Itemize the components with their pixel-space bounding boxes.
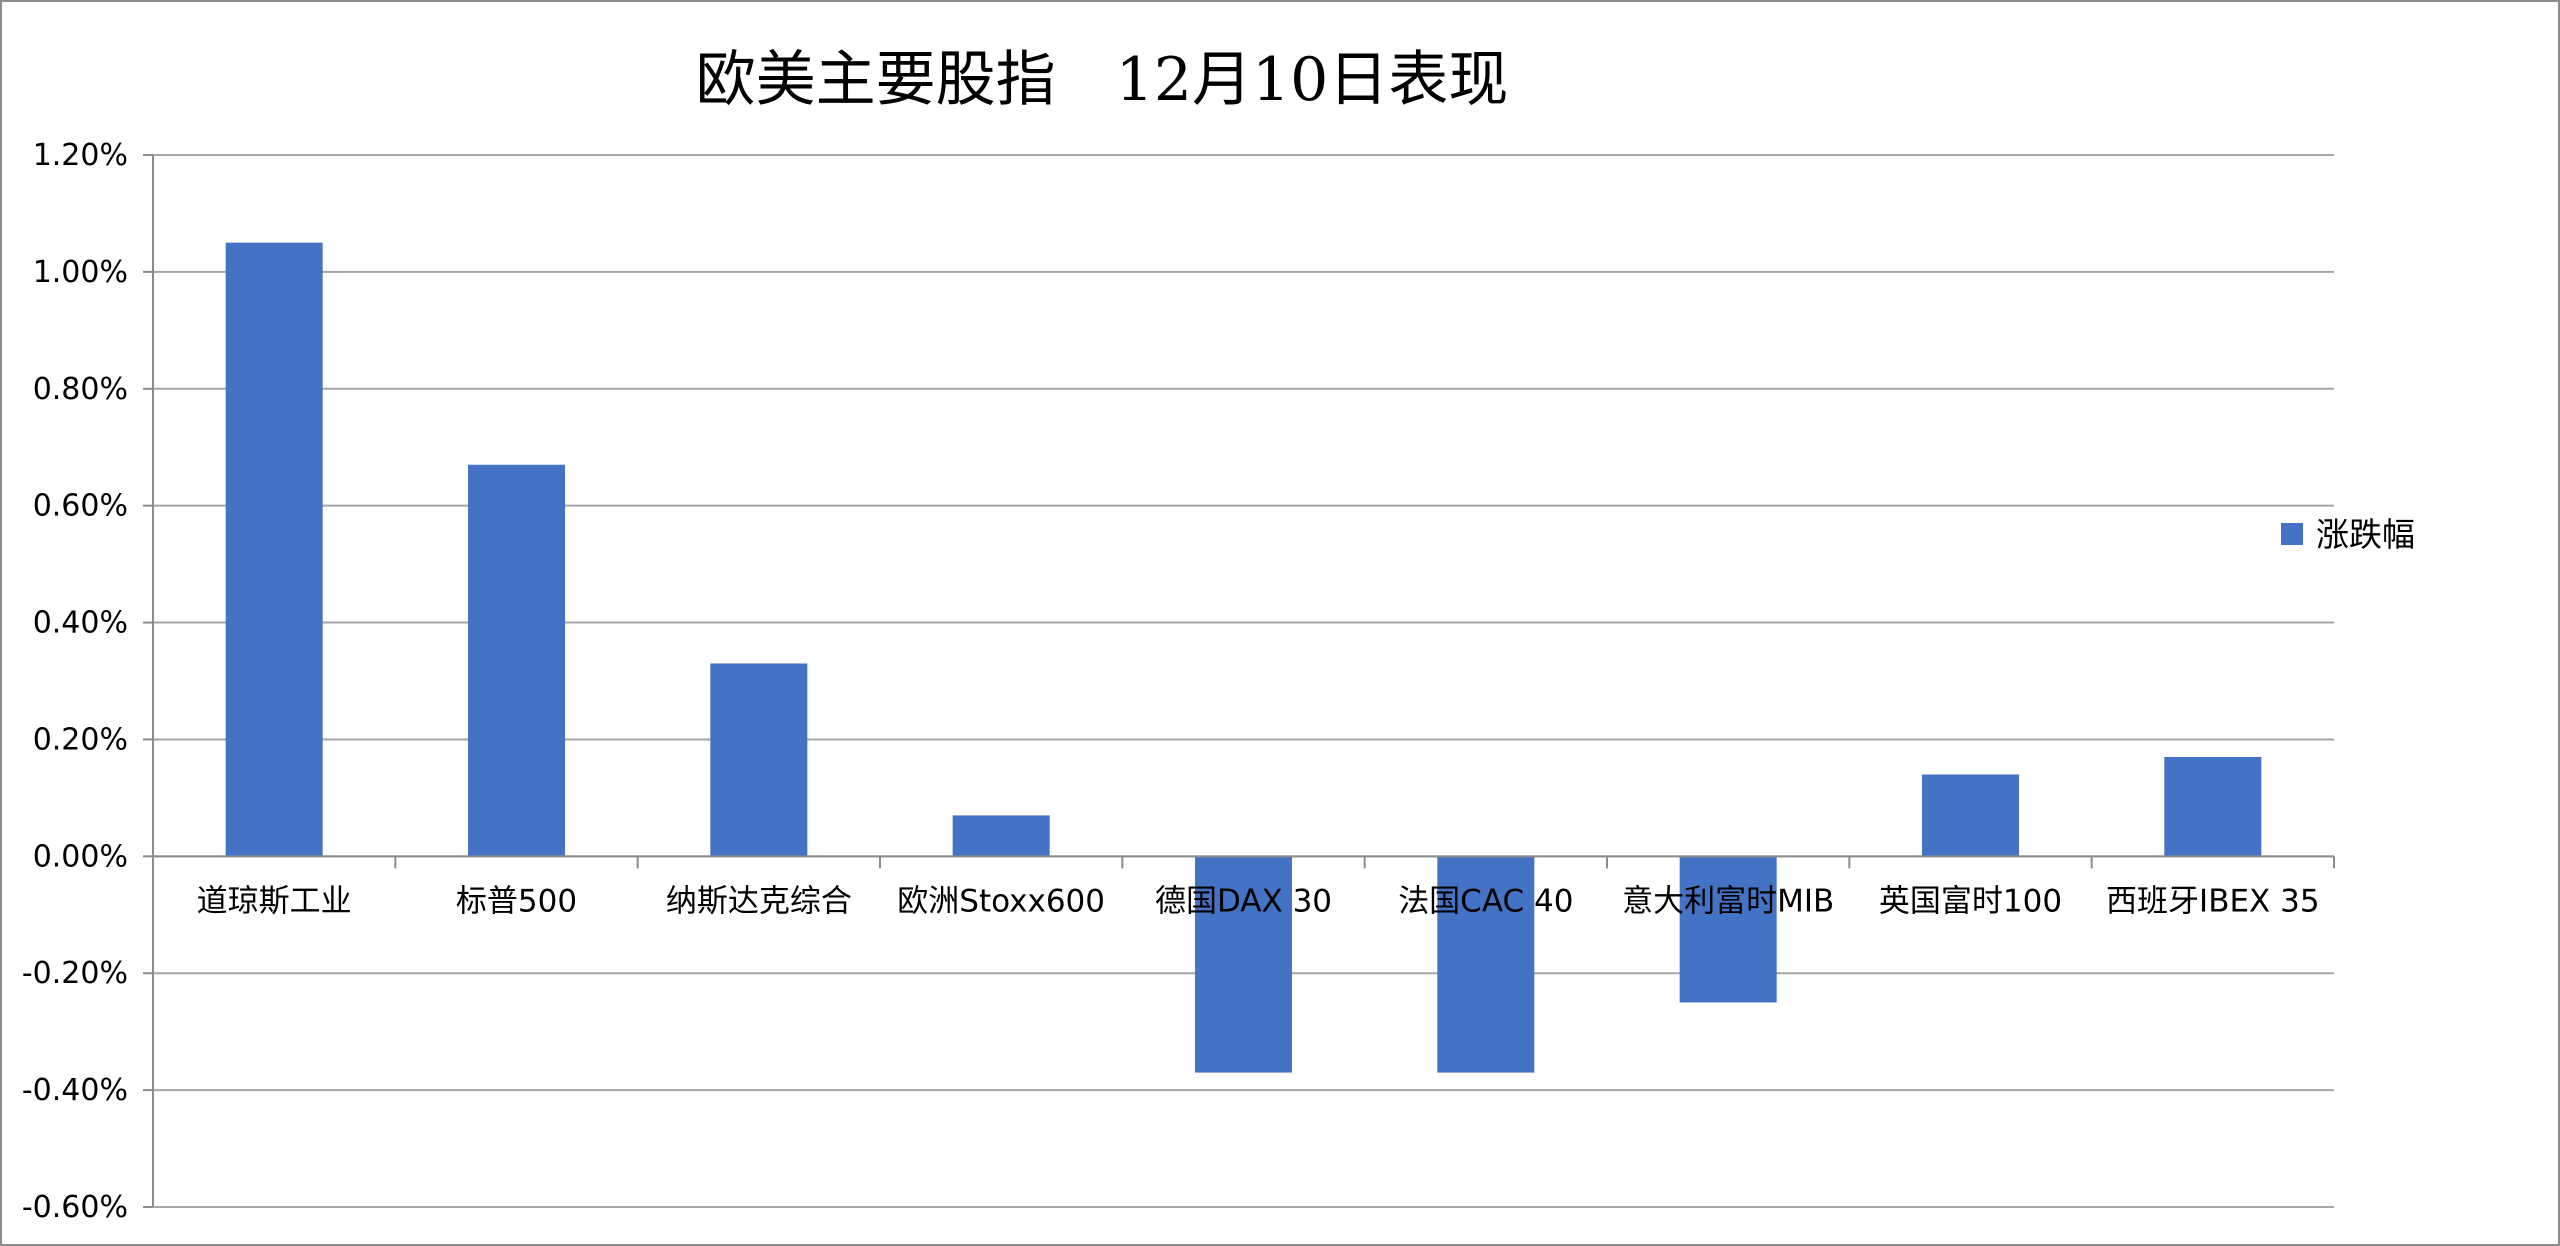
legend-swatch: [2281, 523, 2303, 545]
x-category-labels: 道琼斯工业 标普500 纳斯达克综合 欧洲Stoxx600 德国DAX 30 法国CAC …: [197, 883, 2320, 919]
x-category-label: 意大利富时MIB: [1622, 883, 1834, 919]
bar: [2164, 756, 2262, 857]
bar: [710, 663, 808, 857]
legend-label: 涨跌幅: [2316, 515, 2415, 554]
x-category-label: 纳斯达克综合: [666, 883, 852, 919]
y-tick-label: 0.60%: [33, 489, 128, 524]
x-category-label: 道琼斯工业: [197, 883, 352, 919]
bar: [468, 464, 565, 857]
bar: [1437, 856, 1535, 1073]
bar: [952, 815, 1050, 857]
y-tick-label: 0.20%: [33, 722, 128, 757]
x-category-label: 法国CAC 40: [1398, 883, 1573, 919]
x-category-label: 标普500: [456, 883, 577, 919]
bars: [152, 242, 2335, 1073]
x-category-label: 英国富时100: [1879, 883, 2062, 919]
y-tick-label: -0.60%: [22, 1190, 128, 1225]
y-tick-label: 0.80%: [33, 372, 128, 407]
legend: 涨跌幅: [2281, 515, 2415, 554]
y-tick-label: 1.00%: [33, 255, 128, 290]
chart-title: 欧美主要股指 12月10日表现: [696, 45, 1509, 115]
y-tick-label: -0.20%: [22, 956, 128, 991]
y-tick-label: 1.20%: [33, 138, 128, 173]
x-category-label: 西班牙IBEX 35: [2106, 883, 2320, 919]
bar: [225, 242, 323, 857]
y-tick-label: 0.40%: [33, 606, 128, 641]
y-tick-label: -0.40%: [22, 1073, 128, 1108]
bar: [1679, 856, 1777, 1003]
bar: [1922, 774, 2019, 857]
x-category-label: 德国DAX 30: [1155, 883, 1332, 919]
y-tick-label: 0.00%: [33, 839, 128, 874]
x-category-label: 欧洲Stoxx600: [897, 883, 1105, 919]
bar: [1195, 856, 1292, 1073]
y-tick-labels: 1.20% 1.00% 0.80% 0.60% 0.40% 0.20% 0.00% -0.20…: [22, 138, 128, 1225]
